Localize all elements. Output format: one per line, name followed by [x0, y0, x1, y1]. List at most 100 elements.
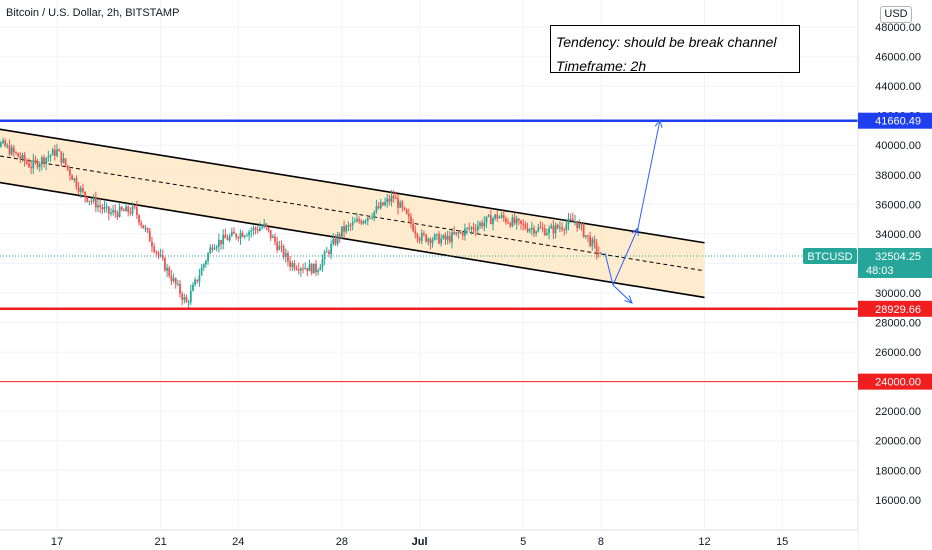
candle-body — [53, 149, 56, 156]
candle-body — [397, 198, 399, 208]
arrow-breakdown-head — [624, 295, 633, 304]
y-tick-label: 44000.00 — [875, 81, 921, 93]
horizontal-levels — [0, 119, 858, 383]
candle-body — [133, 206, 136, 208]
candle-body — [38, 163, 41, 168]
projection-arrows — [604, 118, 663, 304]
level-price-label: 28929.66 — [875, 304, 921, 316]
currency-badge[interactable]: USD — [880, 6, 912, 23]
y-tick-label: 28000.00 — [875, 318, 921, 330]
candle-body — [587, 235, 589, 237]
y-tick-label: 48000.00 — [875, 22, 921, 34]
candle-body — [88, 200, 91, 202]
candle-body — [429, 238, 432, 244]
time-axis-bg — [0, 530, 858, 550]
candle-body — [571, 219, 574, 222]
candle-body — [379, 202, 382, 209]
candle-body — [299, 268, 302, 271]
candle-body — [289, 261, 291, 267]
candle-body — [90, 200, 93, 202]
candle-body — [334, 238, 337, 244]
candle-body — [233, 231, 235, 234]
candle-body — [123, 209, 125, 212]
candle-body — [325, 251, 328, 253]
candle-body — [185, 297, 188, 303]
candle-body — [308, 264, 311, 272]
candle-body — [271, 236, 274, 238]
x-tick-label: 17 — [51, 536, 63, 548]
candle-body — [315, 263, 317, 273]
candle-body — [179, 283, 181, 294]
candle-body — [600, 252, 602, 254]
candle-body — [228, 235, 231, 241]
candle-body — [533, 227, 535, 234]
candle-body — [526, 228, 529, 232]
candle-body — [537, 227, 540, 232]
candle-body — [332, 238, 335, 245]
candle-body — [23, 154, 26, 162]
candle-body — [49, 155, 52, 157]
candle-body — [505, 218, 507, 223]
candle-body — [461, 232, 464, 236]
candle-body — [464, 228, 466, 236]
candle-body — [541, 227, 544, 229]
candle-body — [250, 230, 253, 232]
y-tick-label: 30000.00 — [875, 288, 921, 300]
candle-body — [584, 235, 587, 237]
candle-body — [423, 232, 425, 235]
candle-body — [442, 235, 445, 239]
candle-body — [546, 233, 548, 236]
candle-body — [476, 226, 479, 231]
candle-body — [105, 206, 108, 208]
candle-body — [576, 221, 579, 228]
candle-body — [552, 226, 555, 234]
arrow-up-segment — [612, 227, 639, 286]
candle-body — [17, 153, 20, 157]
candle-body — [274, 236, 276, 242]
last-price-label: 32504.25 — [875, 251, 921, 263]
candle-body — [472, 227, 475, 230]
annotation-box[interactable]: Tendency: should be break channel Timefr… — [550, 25, 800, 74]
candlestick-series — [0, 137, 602, 309]
candle-body — [554, 225, 557, 234]
candle-body — [548, 228, 550, 234]
candle-body — [319, 267, 322, 271]
candle-body — [330, 244, 333, 254]
candle-body — [120, 206, 123, 210]
x-tick-label: 5 — [520, 536, 526, 548]
candle-body — [265, 223, 268, 228]
candle-body — [574, 221, 576, 223]
channel-mid-line — [0, 155, 705, 272]
candle-body — [580, 223, 583, 225]
candle-body — [418, 238, 421, 241]
candle-body — [129, 212, 132, 214]
candle-body — [127, 206, 130, 213]
candle-body — [535, 231, 538, 234]
candle-body — [142, 225, 145, 229]
candle-body — [157, 252, 160, 256]
candle-body — [539, 227, 542, 229]
candle-body — [82, 187, 84, 192]
candle-body — [433, 234, 436, 240]
candle-body — [489, 215, 492, 225]
y-tick-label: 16000.00 — [875, 495, 921, 507]
candle-body — [241, 232, 244, 237]
candle-body — [407, 213, 410, 217]
candle-body — [412, 223, 415, 232]
candle-body — [252, 227, 255, 231]
candle-body — [589, 236, 592, 246]
candle-body — [258, 228, 261, 231]
candle-body — [522, 223, 525, 225]
candle-body — [524, 224, 527, 229]
candle-body — [47, 156, 50, 158]
candle-body — [114, 210, 117, 214]
candle-body — [425, 234, 427, 242]
candle-body — [520, 220, 522, 224]
candle-body — [507, 222, 509, 224]
candle-body — [217, 239, 220, 247]
candle-body — [427, 238, 430, 242]
candle-body — [32, 159, 35, 169]
candle-body — [358, 219, 361, 222]
candle-body — [377, 206, 380, 209]
